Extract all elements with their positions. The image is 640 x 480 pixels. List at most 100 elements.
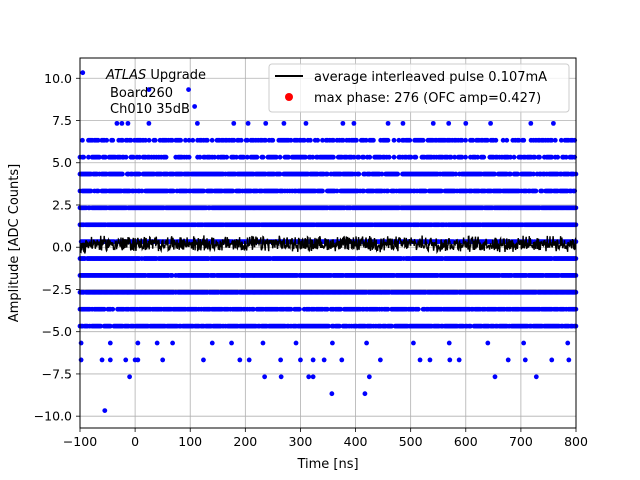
data-point	[278, 374, 284, 380]
data-point	[310, 357, 316, 363]
y-tick-label: 2.5	[52, 197, 72, 212]
data-point	[237, 357, 243, 363]
data-point	[297, 306, 302, 312]
data-point	[231, 137, 237, 143]
data-point	[127, 374, 132, 380]
data-point	[522, 357, 528, 363]
data-point	[197, 154, 203, 160]
x-axis: −100 0 100 200 300 400 500 600 700 800	[63, 428, 588, 449]
data-point	[377, 357, 383, 363]
data-point	[107, 340, 113, 346]
data-point	[329, 391, 335, 397]
data-point	[143, 137, 148, 143]
data-point	[532, 154, 538, 160]
data-point	[389, 323, 394, 329]
data-point	[263, 137, 268, 143]
data-point	[331, 154, 336, 160]
data-point	[288, 137, 294, 143]
data-point	[385, 120, 391, 126]
data-point	[334, 188, 340, 194]
data-point	[298, 357, 303, 363]
legend-dot-marker	[285, 93, 293, 101]
data-point	[354, 137, 359, 143]
data-point	[178, 137, 184, 143]
data-point	[204, 137, 210, 143]
data-point	[209, 137, 215, 143]
data-point	[549, 357, 555, 363]
data-point	[128, 137, 134, 143]
data-point	[446, 340, 452, 346]
data-point	[123, 357, 129, 363]
data-point	[321, 357, 327, 363]
data-point	[288, 306, 294, 312]
data-point	[119, 120, 125, 126]
data-point	[250, 306, 256, 312]
data-point	[463, 154, 468, 160]
data-point	[521, 137, 527, 143]
data-point	[492, 374, 498, 380]
y-tick-label: 5.0	[52, 155, 72, 170]
data-point	[505, 357, 511, 363]
data-point	[340, 120, 346, 126]
data-point	[324, 306, 330, 312]
x-tick-label: 700	[509, 434, 533, 449]
y-tick-label: 0.0	[52, 240, 72, 255]
data-point	[362, 391, 368, 397]
data-point	[101, 306, 107, 312]
data-point	[110, 306, 116, 312]
data-point	[504, 137, 510, 143]
data-point	[488, 120, 493, 126]
data-point	[492, 171, 498, 177]
data-point	[463, 120, 469, 126]
data-point	[135, 357, 141, 363]
data-point	[420, 137, 426, 143]
data-point	[508, 154, 513, 160]
y-tick-label: 7.5	[52, 113, 72, 128]
data-point	[549, 137, 555, 143]
data-point	[511, 154, 517, 160]
data-point	[303, 154, 308, 160]
data-point	[552, 137, 558, 143]
data-point	[238, 137, 244, 143]
data-point	[438, 188, 444, 194]
data-point	[493, 137, 499, 143]
data-point	[137, 171, 142, 177]
data-point	[241, 154, 247, 160]
plot-frame	[79, 57, 577, 429]
data-point	[558, 137, 564, 143]
data-point	[160, 357, 166, 363]
data-point	[459, 154, 465, 160]
data-point	[516, 137, 522, 143]
data-point	[186, 87, 191, 92]
data-point	[395, 171, 401, 177]
data-point	[154, 340, 160, 346]
data-point	[224, 154, 230, 160]
x-axis-label: Time [ns]	[296, 457, 358, 472]
data-point	[446, 120, 452, 126]
data-point	[192, 104, 198, 109]
data-point	[81, 154, 87, 160]
data-point	[407, 137, 413, 143]
data-point	[190, 137, 196, 143]
data-point	[367, 154, 373, 160]
annotation-channel: Ch010 35dB	[110, 102, 190, 117]
data-point	[447, 357, 453, 363]
data-point	[229, 340, 234, 346]
data-point	[277, 171, 283, 177]
data-point	[338, 306, 344, 312]
data-point	[386, 154, 392, 160]
y-tick-label: −10.0	[34, 409, 72, 424]
legend: average interleaved pulse 0.107mA max ph…	[268, 63, 570, 113]
x-tick-label: 0	[131, 434, 139, 449]
data-point	[123, 154, 129, 160]
data-point	[102, 408, 108, 413]
data-point	[146, 87, 152, 92]
data-point	[246, 357, 252, 363]
data-point	[114, 120, 120, 126]
data-point	[98, 323, 104, 329]
data-point	[531, 171, 536, 177]
data-point	[263, 120, 269, 126]
data-point	[244, 154, 250, 160]
data-point	[201, 188, 207, 194]
data-point	[400, 120, 406, 126]
